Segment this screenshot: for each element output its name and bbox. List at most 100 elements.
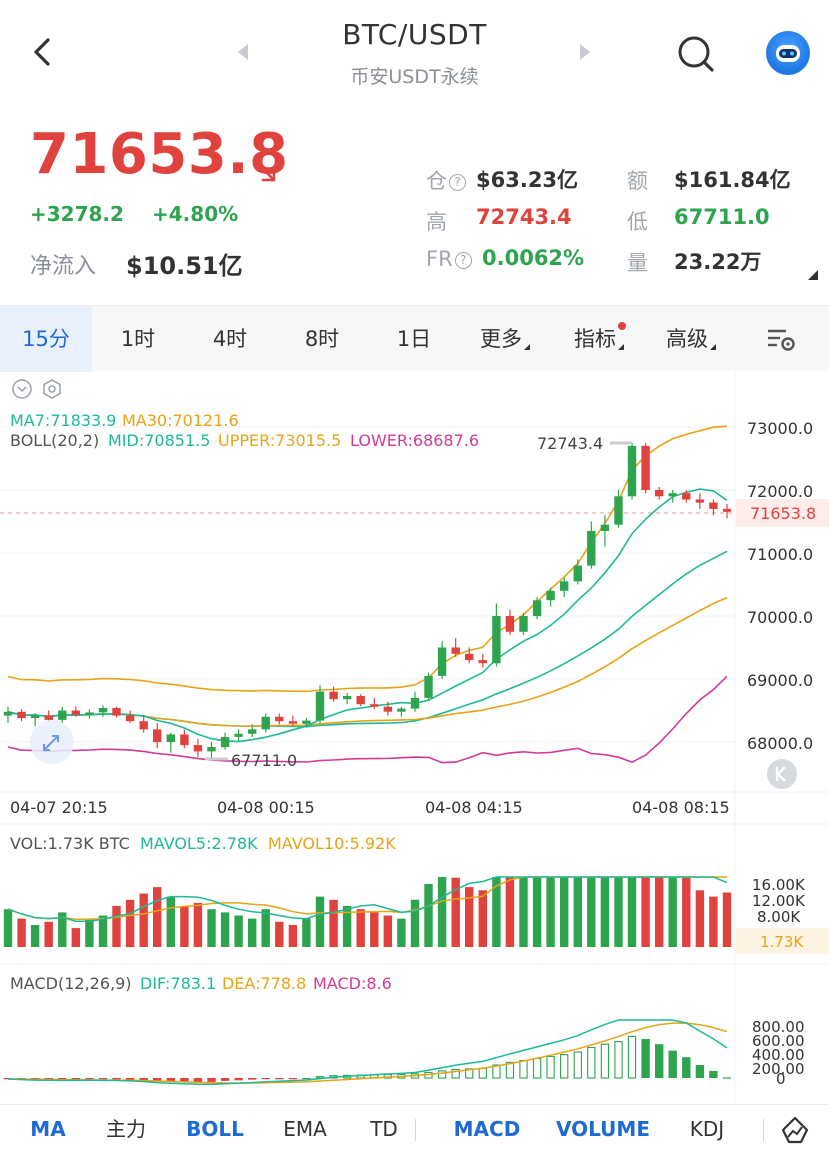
mavol5-line bbox=[7, 876, 728, 922]
candle-body bbox=[397, 708, 406, 712]
tab-1h[interactable]: 1时 bbox=[120, 327, 156, 351]
robot-assistant-icon[interactable] bbox=[766, 31, 810, 75]
funding-rate-value: 0.0062% bbox=[482, 246, 585, 270]
volume-bar bbox=[166, 896, 175, 947]
kline-chart-svg[interactable]: MA7:71833.9 MA30:70121.6 BOLL(20,2) MID:… bbox=[0, 372, 829, 1102]
volume-bar bbox=[437, 877, 447, 947]
kline-chart-area[interactable]: MA7:71833.9 MA30:70121.6 BOLL(20,2) MID:… bbox=[0, 372, 829, 1102]
macd-hist-bar bbox=[614, 1041, 623, 1079]
next-pair-icon[interactable] bbox=[578, 42, 592, 62]
volume-bar bbox=[112, 906, 121, 947]
y-tick-71000: 71000.0 bbox=[747, 545, 813, 564]
candle-body bbox=[600, 524, 610, 531]
price-change-pct: +4.80% bbox=[152, 202, 239, 226]
indicator-volume[interactable]: VOLUME bbox=[556, 1117, 650, 1141]
boll-lower-line bbox=[7, 675, 728, 764]
candle-body bbox=[478, 660, 487, 664]
macd-tick-400: 400.00 bbox=[752, 1046, 805, 1064]
settings-hex-icon[interactable] bbox=[43, 379, 61, 399]
volume-bar bbox=[248, 918, 257, 947]
indicator-main-force[interactable]: 主力 bbox=[106, 1117, 146, 1141]
expand-corner-icon[interactable] bbox=[808, 270, 818, 280]
tab-1d[interactable]: 1日 bbox=[396, 327, 432, 351]
search-icon[interactable] bbox=[676, 34, 716, 74]
macd-tick-200: 200.00 bbox=[752, 1060, 805, 1078]
macd-tick-600: 600.00 bbox=[752, 1032, 805, 1050]
macd-layer bbox=[3, 1019, 732, 1086]
chart-settings-icon[interactable] bbox=[766, 326, 796, 354]
notification-dot bbox=[618, 322, 626, 330]
volume-bar bbox=[465, 887, 474, 947]
volume-bar bbox=[682, 877, 691, 947]
macd-hist-bar bbox=[465, 1068, 474, 1079]
tab-4h[interactable]: 4时 bbox=[212, 327, 248, 351]
candle-body bbox=[17, 711, 26, 719]
candle-body bbox=[71, 710, 80, 715]
macd-hist-bar bbox=[600, 1043, 610, 1079]
volume-bar bbox=[709, 896, 718, 947]
indicator-td[interactable]: TD bbox=[370, 1117, 398, 1141]
indicator-boll[interactable]: BOLL bbox=[186, 1117, 244, 1141]
macd-value-legend: MACD:8.6 bbox=[313, 974, 392, 993]
macd-hist-bar bbox=[153, 1078, 162, 1082]
macd-hist-bar bbox=[451, 1068, 460, 1079]
indicator-ema[interactable]: EMA bbox=[283, 1117, 327, 1141]
indicator-ma[interactable]: MA bbox=[30, 1117, 66, 1141]
volume-bar bbox=[3, 909, 13, 947]
candle-body bbox=[451, 647, 460, 654]
candle-body bbox=[505, 616, 515, 632]
macd-hist-bar bbox=[573, 1051, 582, 1079]
collapse-chevron-icon bbox=[17, 386, 27, 393]
mavol10-legend: MAVOL10:5.92K bbox=[268, 834, 396, 853]
amount-value: $161.84亿 bbox=[674, 168, 791, 192]
candle-body bbox=[98, 708, 108, 713]
price-layer bbox=[3, 425, 732, 764]
candle-body bbox=[3, 711, 13, 716]
volume-bar bbox=[288, 925, 298, 947]
help-icon[interactable]: ? bbox=[449, 173, 466, 191]
boll-mid-legend: MID:70851.5 bbox=[108, 431, 210, 450]
candle-body bbox=[546, 590, 555, 601]
volume-bar bbox=[641, 877, 650, 947]
macd-hist-bar bbox=[180, 1078, 189, 1082]
volume-label: 量 bbox=[627, 251, 648, 275]
x-tick-2: 04-08 04:15 bbox=[425, 798, 523, 817]
indicator-kdj[interactable]: KDJ bbox=[689, 1117, 725, 1141]
x-tick-0: 04-07 20:15 bbox=[10, 798, 108, 817]
help-icon[interactable]: ? bbox=[454, 251, 472, 269]
macd-hist-bar bbox=[695, 1065, 705, 1078]
volume-bar bbox=[220, 912, 230, 947]
prev-pair-icon[interactable] bbox=[236, 42, 250, 62]
open-interest-label[interactable]: 仓? bbox=[426, 165, 466, 195]
y-tick-73000: 73000.0 bbox=[747, 419, 813, 438]
volume-bar bbox=[329, 899, 338, 948]
candle-body bbox=[288, 721, 298, 724]
pair-title[interactable]: BTC/USDT bbox=[342, 18, 487, 51]
macd-hist-bar bbox=[560, 1054, 569, 1079]
macd-hist-bar bbox=[275, 1078, 284, 1080]
candle-body bbox=[709, 502, 718, 509]
candle-body bbox=[532, 600, 542, 617]
indicator-macd[interactable]: MACD bbox=[453, 1117, 521, 1141]
indicator-bar: MA 主力 BOLL EMA TD MACD VOLUME KDJ bbox=[0, 1104, 829, 1153]
tab-8h[interactable]: 8时 bbox=[304, 327, 340, 351]
volume-bar bbox=[587, 877, 596, 947]
funding-rate-label[interactable]: FR? bbox=[426, 247, 472, 271]
dif-legend: DIF:783.1 bbox=[140, 974, 216, 993]
macd-hist-bar bbox=[641, 1039, 650, 1078]
vol-current-tag: 1.73K bbox=[760, 933, 804, 951]
low-value: 67711.0 bbox=[674, 205, 770, 229]
drawing-tool-icon[interactable] bbox=[780, 1115, 810, 1145]
vol-current-tag-bg bbox=[736, 928, 829, 954]
macd-hist-bar bbox=[627, 1035, 637, 1079]
back-arrow-icon[interactable] bbox=[28, 30, 58, 74]
volume-bar bbox=[397, 918, 406, 947]
boll-legend-prefix: BOLL(20,2) bbox=[10, 431, 99, 450]
tab-15m[interactable]: 15分 bbox=[0, 306, 92, 372]
tab-more[interactable]: 更多 bbox=[462, 306, 548, 372]
tab-indicators[interactable]: 指标 bbox=[556, 306, 642, 372]
jump-latest-icon[interactable] bbox=[767, 759, 797, 789]
volume-bar bbox=[180, 906, 189, 947]
collapse-icon[interactable] bbox=[12, 379, 32, 399]
tab-advanced[interactable]: 高级 bbox=[648, 306, 734, 372]
